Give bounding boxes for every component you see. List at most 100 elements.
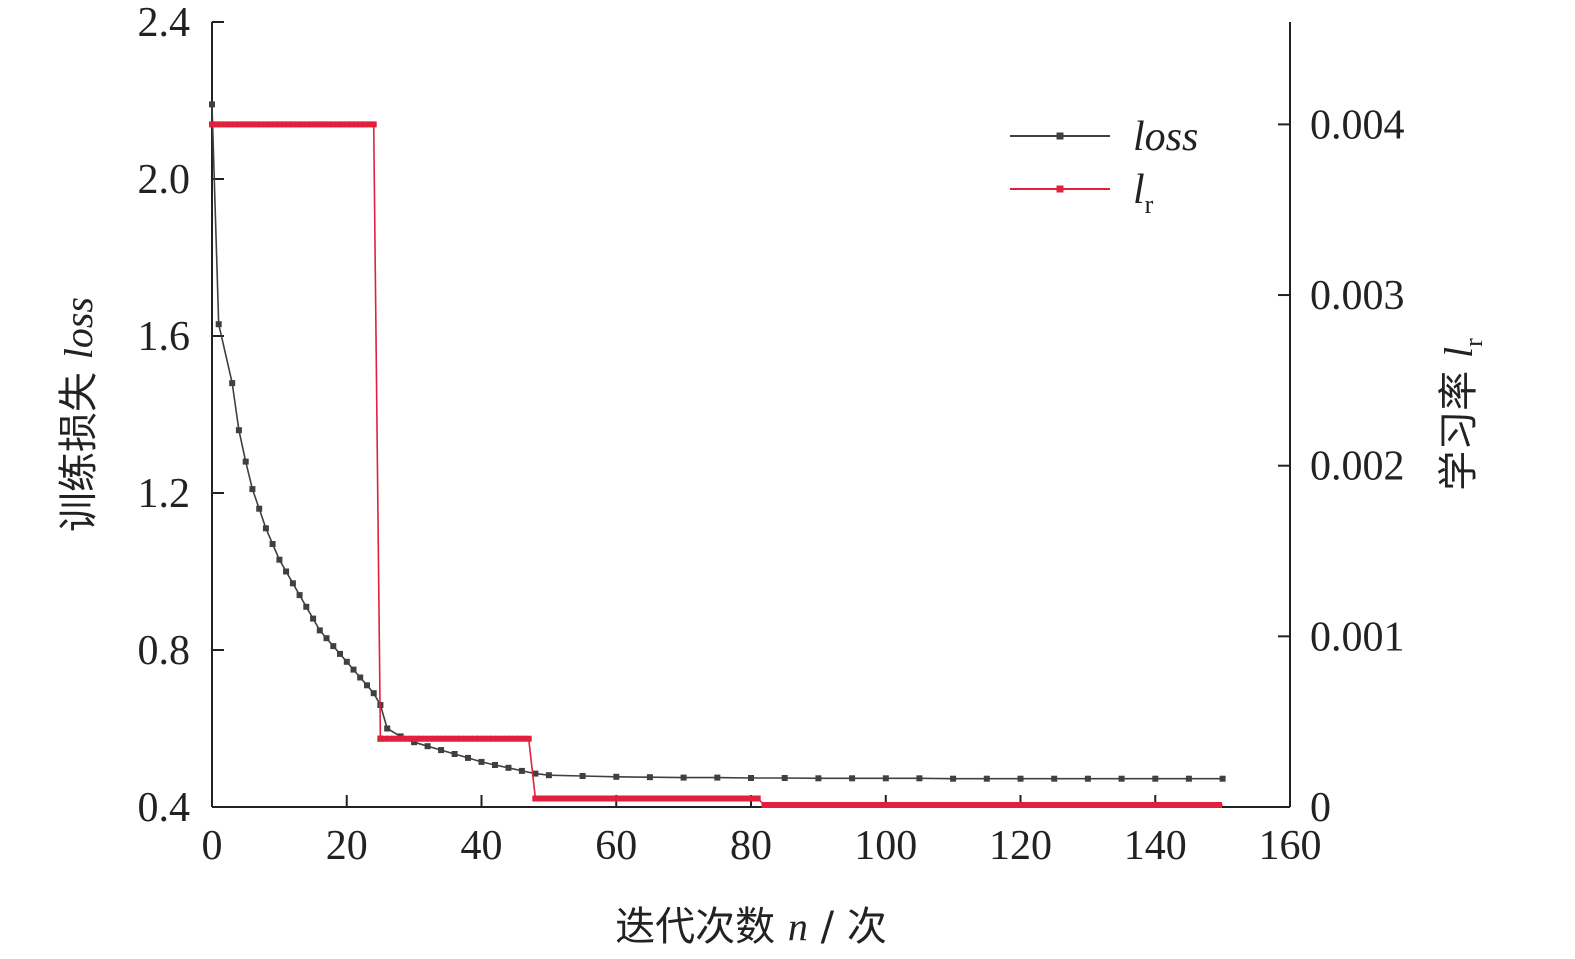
lr-point (1139, 802, 1146, 808)
loss-point (330, 643, 337, 650)
loss-point (256, 505, 263, 512)
lr-point (377, 735, 384, 742)
lr-point (1031, 802, 1038, 808)
right-y-tick-label-4: 0.004 (1310, 102, 1405, 148)
loss-point (269, 541, 276, 547)
lr-point (1171, 802, 1177, 808)
left-y-tick-label-2: 1.2 (138, 471, 191, 517)
lr-point (449, 735, 456, 742)
lr-point (919, 802, 925, 808)
series-loss (209, 101, 1226, 782)
lr-point (554, 795, 561, 802)
lr-point (1144, 802, 1150, 808)
lr-point (426, 735, 433, 742)
lr-point (431, 735, 438, 742)
lr-point (281, 121, 287, 128)
lr-point (563, 795, 570, 802)
loss-point (337, 650, 343, 657)
right-y-tick-label-1: 0.001 (1310, 614, 1405, 660)
loss-point (950, 775, 957, 782)
loss-point (613, 773, 620, 780)
lr-point (658, 795, 665, 802)
lr-point (1054, 802, 1060, 808)
lr-point (608, 795, 615, 802)
legend-label-lr-name: l (1133, 167, 1145, 213)
lr-point (366, 121, 373, 128)
lr-point (887, 802, 894, 808)
loss-point (680, 774, 687, 781)
legend-label-lr: lr (1133, 167, 1154, 219)
lr-point (721, 795, 728, 802)
loss-point (316, 627, 323, 634)
lr-point (694, 795, 701, 802)
lr-point (1184, 802, 1191, 808)
lr-point (977, 802, 984, 808)
lr-point (788, 802, 795, 808)
lr-point (797, 802, 804, 808)
x-tick-label-0: 0 (202, 823, 223, 869)
lr-point (1180, 802, 1186, 808)
lr-point (545, 795, 552, 802)
lr-point (209, 121, 215, 128)
lr-point (559, 795, 566, 802)
lr-point (730, 795, 737, 802)
lr-point (766, 802, 772, 808)
lr-point (604, 795, 611, 802)
lr-point (617, 795, 624, 802)
lr-point (973, 802, 979, 808)
loss-point (1051, 775, 1058, 782)
lr-point (1103, 802, 1110, 808)
lr-point (932, 802, 939, 808)
lr-point (860, 802, 867, 808)
lr-point (357, 121, 364, 128)
lr-point (1081, 802, 1087, 808)
right-y-axis-title-var: l (1436, 347, 1481, 358)
lr-point (390, 735, 397, 742)
lr-point (294, 121, 301, 128)
loss-point (478, 758, 485, 765)
lr-point (395, 735, 402, 742)
lr-point (649, 795, 656, 802)
lr-point (330, 121, 337, 128)
loss-point (323, 635, 330, 642)
loss-point (303, 603, 310, 610)
loss-point (215, 321, 222, 328)
lr-point (413, 735, 420, 742)
loss-point (438, 747, 445, 754)
lr-point (550, 795, 557, 802)
lr-point (748, 795, 755, 802)
lr-point (676, 795, 683, 802)
loss-point (209, 101, 215, 108)
lr-point (739, 795, 746, 802)
lr-point (874, 802, 880, 808)
left-y-axis-title-var: loss (56, 297, 101, 359)
loss-point (505, 764, 512, 771)
right-y-tick-label-3: 0.003 (1310, 273, 1405, 319)
lr-point (640, 795, 647, 802)
lr-point (1058, 802, 1065, 808)
lr-point (883, 802, 889, 808)
lr-point (399, 735, 406, 742)
lr-point (833, 802, 840, 808)
lr-point (453, 735, 460, 742)
loss-point (1185, 775, 1192, 782)
loss-point (579, 773, 586, 779)
lr-point (1036, 802, 1042, 808)
lr-point (1108, 802, 1114, 808)
lr-point (865, 802, 871, 808)
lr-point (703, 795, 710, 802)
loss-point (882, 775, 889, 782)
lr-point (595, 795, 602, 802)
x-tick-label-140: 140 (1124, 823, 1187, 869)
x-tick-label-100: 100 (854, 823, 917, 869)
loss-point (296, 592, 303, 599)
lr-point (716, 795, 723, 802)
x-axis-title: 迭代次数 n / 次 (615, 904, 887, 950)
lr-point (914, 802, 921, 808)
series-markers-loss (209, 101, 1226, 782)
x-tick-label-40: 40 (461, 823, 503, 869)
lr-point (1099, 802, 1105, 808)
series-line-l_r (212, 123, 1223, 806)
loss-point (357, 674, 364, 681)
lr-point (775, 802, 781, 808)
